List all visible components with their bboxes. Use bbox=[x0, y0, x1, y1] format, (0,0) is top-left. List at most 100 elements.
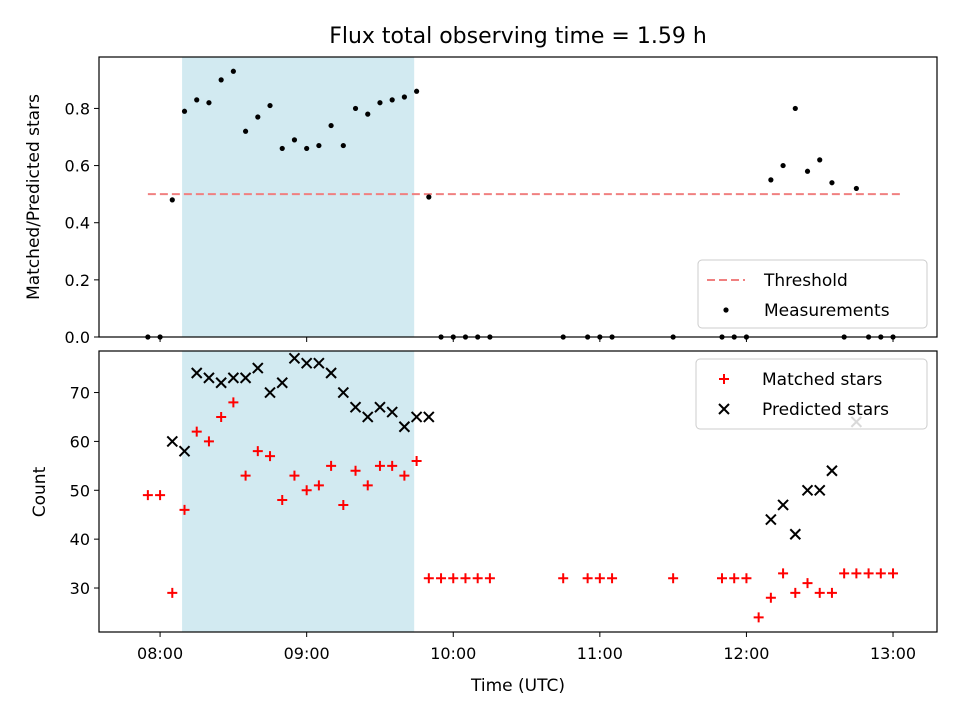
y-tick-label: 40 bbox=[70, 530, 90, 549]
data-point bbox=[460, 573, 471, 584]
bottom-y-axis-label: Count bbox=[30, 466, 50, 517]
y-tick-label: 0.8 bbox=[65, 99, 90, 118]
data-point bbox=[765, 513, 777, 526]
top-panel: 0.0 0.2 0.4 0.6 0.8 Threshold Measurements bbox=[65, 56, 938, 347]
data-point bbox=[325, 367, 337, 379]
data-point bbox=[230, 68, 236, 74]
y-tick-label: 0.2 bbox=[65, 271, 90, 290]
data-point bbox=[410, 411, 423, 423]
y-tick-label: 30 bbox=[70, 579, 90, 598]
x-tick-label: 11:00 bbox=[577, 644, 623, 663]
x-tick-label: 12:00 bbox=[723, 644, 769, 663]
data-point bbox=[350, 465, 361, 476]
data-point bbox=[304, 145, 310, 152]
plot-frame bbox=[98, 350, 938, 633]
data-point bbox=[801, 484, 814, 496]
data-point bbox=[191, 367, 203, 379]
data-point bbox=[792, 105, 798, 112]
data-point bbox=[206, 100, 212, 106]
data-point bbox=[607, 573, 618, 584]
data-point bbox=[301, 485, 312, 496]
data-point bbox=[155, 490, 166, 501]
data-point bbox=[398, 421, 411, 433]
legend-box bbox=[695, 358, 928, 430]
data-point bbox=[411, 455, 422, 466]
data-point bbox=[804, 168, 811, 174]
data-point bbox=[414, 88, 420, 94]
data-point bbox=[279, 145, 285, 152]
x-tick-label: 13:00 bbox=[870, 644, 916, 663]
data-point bbox=[790, 587, 801, 598]
data-point bbox=[374, 460, 385, 471]
data-point bbox=[826, 587, 837, 598]
data-point bbox=[386, 406, 398, 418]
plot-frame bbox=[98, 56, 938, 338]
x-tick-label: 09:00 bbox=[284, 644, 330, 663]
legend-box bbox=[697, 259, 928, 329]
data-point bbox=[582, 573, 593, 584]
data-point bbox=[780, 162, 786, 169]
y-tick-label: 60 bbox=[70, 432, 90, 451]
data-point bbox=[239, 372, 252, 384]
data-point bbox=[242, 128, 249, 134]
data-point bbox=[826, 465, 838, 477]
data-point bbox=[169, 197, 175, 203]
data-point bbox=[423, 573, 434, 584]
data-point bbox=[166, 435, 179, 448]
data-point bbox=[228, 397, 239, 408]
data-point bbox=[365, 111, 371, 117]
data-point bbox=[399, 470, 410, 481]
data-point bbox=[316, 142, 322, 149]
data-point bbox=[875, 568, 886, 579]
data-point bbox=[448, 573, 459, 584]
top-y-axis-label: Matched/Predicted stars bbox=[24, 94, 44, 300]
data-point bbox=[349, 401, 362, 413]
data-point bbox=[472, 573, 483, 584]
data-point bbox=[264, 386, 276, 399]
data-point bbox=[362, 480, 373, 491]
data-point bbox=[218, 77, 224, 83]
data-point bbox=[289, 470, 300, 481]
x-tick-label: 08:00 bbox=[137, 644, 183, 663]
shaded-interval bbox=[182, 57, 415, 337]
legend-swatch bbox=[723, 307, 729, 313]
data-point bbox=[377, 100, 383, 106]
data-point bbox=[436, 573, 447, 584]
data-point bbox=[594, 573, 605, 584]
y-tick-label: 0.0 bbox=[65, 328, 90, 347]
data-point bbox=[194, 97, 200, 103]
data-point bbox=[252, 446, 263, 457]
data-point bbox=[717, 573, 728, 584]
data-point bbox=[340, 142, 346, 149]
data-point bbox=[789, 528, 802, 540]
y-tick-label: 0.4 bbox=[65, 214, 90, 233]
data-point bbox=[142, 490, 153, 501]
data-point bbox=[817, 157, 823, 163]
x-axis-label: Time (UTC) bbox=[470, 676, 565, 696]
legend-label: Measurements bbox=[764, 301, 890, 321]
data-point bbox=[313, 480, 324, 491]
series-measurements bbox=[145, 68, 896, 340]
data-point bbox=[291, 137, 298, 143]
data-point bbox=[839, 568, 850, 579]
data-point bbox=[276, 377, 288, 389]
legend-label: Matched stars bbox=[762, 370, 882, 390]
data-point bbox=[778, 568, 789, 579]
data-point bbox=[814, 484, 826, 496]
data-point bbox=[178, 445, 191, 457]
x-tick-label: 10:00 bbox=[430, 644, 476, 663]
data-point bbox=[240, 470, 251, 481]
data-point bbox=[191, 426, 202, 437]
data-point bbox=[802, 578, 813, 589]
data-point bbox=[423, 411, 435, 423]
data-point bbox=[337, 386, 350, 399]
data-point bbox=[328, 122, 334, 129]
data-point bbox=[753, 612, 764, 623]
data-point bbox=[338, 499, 349, 510]
data-point bbox=[352, 105, 359, 112]
data-point bbox=[265, 451, 276, 462]
series-matched-stars bbox=[142, 397, 899, 623]
data-point bbox=[252, 362, 264, 374]
data-point bbox=[300, 357, 313, 369]
legend-label: Threshold bbox=[763, 271, 848, 291]
